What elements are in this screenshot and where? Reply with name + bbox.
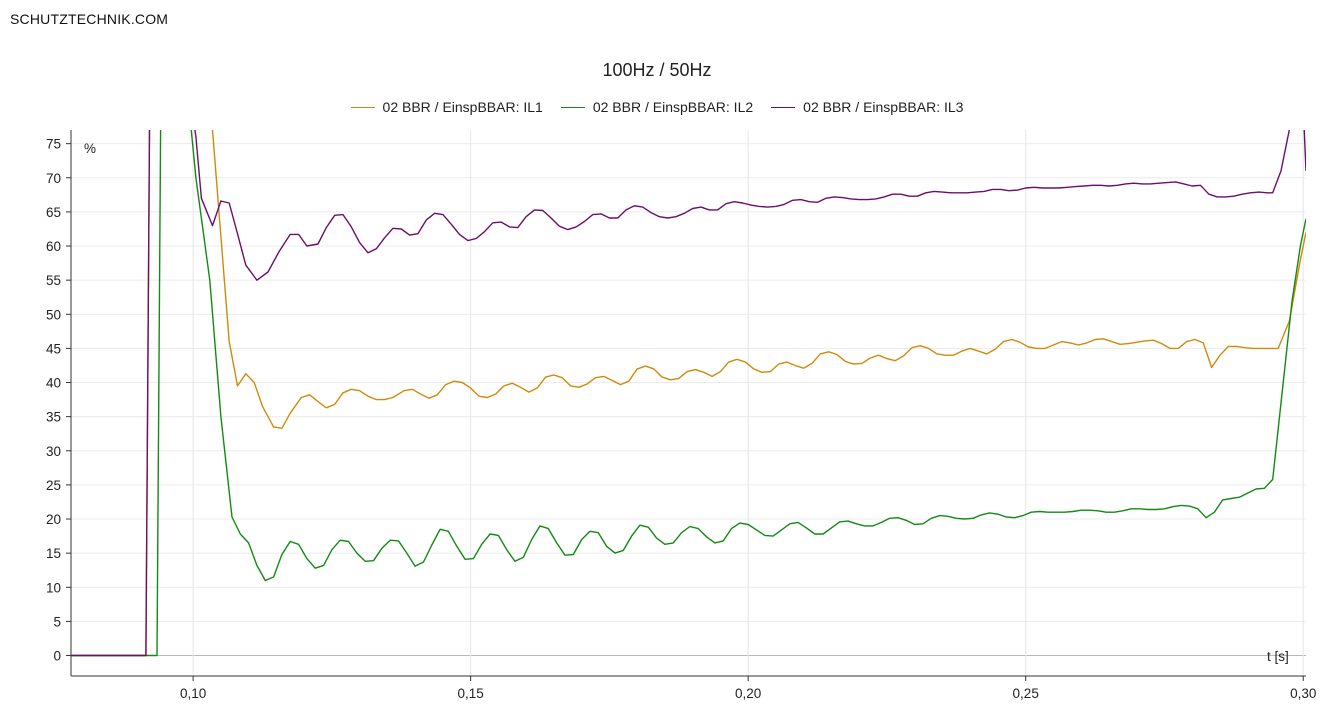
y-tick-label-0: 0: [53, 649, 61, 664]
x-tick-label-4: 0,30: [1290, 686, 1316, 701]
y-tick-label-35: 35: [46, 410, 61, 425]
grid-lines: [71, 130, 1306, 676]
y-tick-label-45: 45: [46, 341, 61, 356]
x-axis-title: t [s]: [1267, 649, 1289, 664]
brand-watermark: SCHUTZTECHNIK.COM: [10, 11, 169, 27]
y-tick-label-75: 75: [46, 137, 61, 152]
series-line-il3: [71, 130, 1306, 657]
legend-swatch-il2: [560, 106, 585, 108]
legend-swatch-il3: [771, 106, 796, 108]
series-lines: [71, 130, 1306, 657]
chart-legend: 02 BBR / EinspBBAR: IL1 02 BBR / EinspBB…: [0, 99, 1314, 115]
y-tick-label-50: 50: [46, 307, 61, 322]
legend-label-il1: 02 BBR / EinspBBAR: IL1: [382, 99, 543, 115]
legend-item-il1[interactable]: 02 BBR / EinspBBAR: IL1: [350, 99, 543, 115]
y-tick-label-15: 15: [46, 546, 61, 561]
legend-item-il3[interactable]: 02 BBR / EinspBBAR: IL3: [771, 99, 963, 115]
y-tick-label-40: 40: [46, 376, 61, 391]
y-tick-label-70: 70: [46, 171, 61, 186]
legend-label-il3: 02 BBR / EinspBBAR: IL3: [803, 99, 964, 115]
y-axis-unit-label: %: [84, 141, 96, 156]
y-tick-label-30: 30: [46, 444, 61, 459]
axes: 0 5 10 15 20 25 30 35 40 45 50 55 60 65 70 75 0,10 0,15 0,…: [46, 130, 1316, 701]
x-tick-label-0: 0,10: [180, 686, 206, 701]
y-tick-label-10: 10: [46, 580, 61, 595]
x-tick-label-2: 0,20: [735, 686, 761, 701]
y-tick-label-65: 65: [46, 205, 61, 220]
y-tick-label-25: 25: [46, 478, 61, 493]
legend-item-il2[interactable]: 02 BBR / EinspBBAR: IL2: [560, 99, 754, 115]
y-tick-label-55: 55: [46, 273, 61, 288]
legend-label-il2: 02 BBR / EinspBBAR: IL2: [592, 99, 754, 115]
y-tick-label-5: 5: [53, 614, 61, 629]
series-line-il1: [71, 130, 1306, 657]
chart-title: 100Hz / 50Hz: [602, 60, 712, 80]
y-tick-label-20: 20: [46, 512, 61, 527]
x-tick-label-1: 0,15: [457, 686, 483, 701]
legend-swatch-il1: [350, 106, 375, 108]
y-tick-label-60: 60: [46, 239, 61, 254]
series-line-il2: [71, 130, 1306, 657]
x-tick-label-3: 0,25: [1013, 686, 1039, 701]
